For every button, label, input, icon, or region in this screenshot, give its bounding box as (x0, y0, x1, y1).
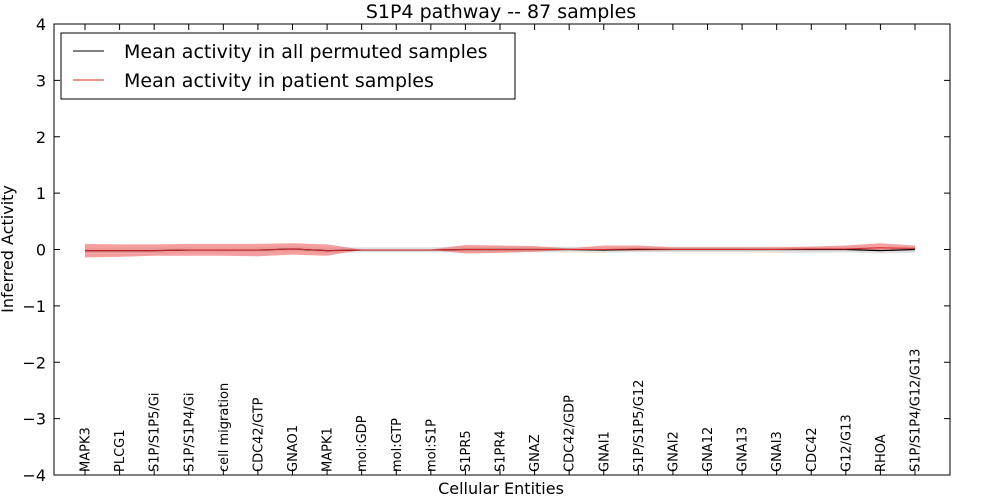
x-axis-label: Cellular Entities (438, 479, 564, 498)
category-label: GNAI3 (770, 431, 785, 472)
patient-mean-line (85, 247, 916, 252)
category-label: mol:S1P (424, 419, 439, 472)
category-label: GNA12 (701, 427, 716, 472)
category-label: mol:GDP (355, 415, 370, 472)
category-label: S1P/S1P5/G12 (632, 380, 647, 472)
category-label: PLCG1 (113, 429, 128, 472)
y-tick-label: 3 (36, 71, 46, 90)
category-label: S1P/S1P4/Gi (182, 393, 197, 472)
category-label: S1P/S1P4/G12/G13 (909, 349, 924, 472)
legend: Mean activity in all permuted samples Me… (60, 32, 516, 100)
y-tick-label: 2 (36, 128, 46, 147)
y-axis-label: Inferred Activity (0, 185, 17, 313)
legend-box (60, 32, 516, 100)
legend-label-patient: Mean activity in patient samples (124, 70, 434, 92)
category-label: GNAO1 (286, 425, 301, 472)
y-tick-label: 1 (36, 184, 46, 203)
series-lines (85, 247, 916, 252)
y-tick-label: 0 (36, 241, 46, 260)
category-labels: MAPK3 PLCG1 S1P/S1P5/Gi S1P/S1P4/Gi cell mig… (79, 349, 924, 472)
x-axis-ticks (84, 24, 916, 475)
category-label: CDC42 (805, 427, 820, 472)
category-label: cell migration (217, 383, 232, 472)
category-label: CDC42/GTP (251, 397, 266, 472)
patient-confidence-band (85, 243, 915, 258)
category-label: RHOA (874, 434, 889, 472)
y-tick-label: −2 (22, 353, 46, 372)
y-tick-label: 4 (36, 15, 46, 34)
category-label: CDC42/GDP (563, 395, 578, 472)
category-label: MAPK1 (321, 427, 336, 472)
category-label: MAPK3 (79, 427, 94, 472)
category-label: GNA13 (736, 427, 751, 472)
category-label: GNAI2 (666, 431, 681, 472)
y-axis-ticks: −4 −3 −2 −1 0 1 2 3 4 (22, 15, 950, 485)
y-tick-label: −4 (22, 466, 46, 485)
category-label: mol:GTP (390, 418, 405, 472)
category-label: S1PR5 (459, 430, 474, 472)
category-label: S1PR4 (494, 430, 509, 472)
category-label: G12/G13 (839, 414, 854, 472)
chart-title: S1P4 pathway -- 87 samples (366, 1, 636, 23)
category-label: GNAI1 (597, 431, 612, 472)
legend-label-permuted: Mean activity in all permuted samples (124, 41, 487, 63)
category-label: GNAZ (528, 434, 543, 472)
y-tick-label: −1 (22, 297, 46, 316)
y-tick-label: −3 (22, 410, 46, 429)
category-label: S1P/S1P5/Gi (148, 393, 163, 472)
